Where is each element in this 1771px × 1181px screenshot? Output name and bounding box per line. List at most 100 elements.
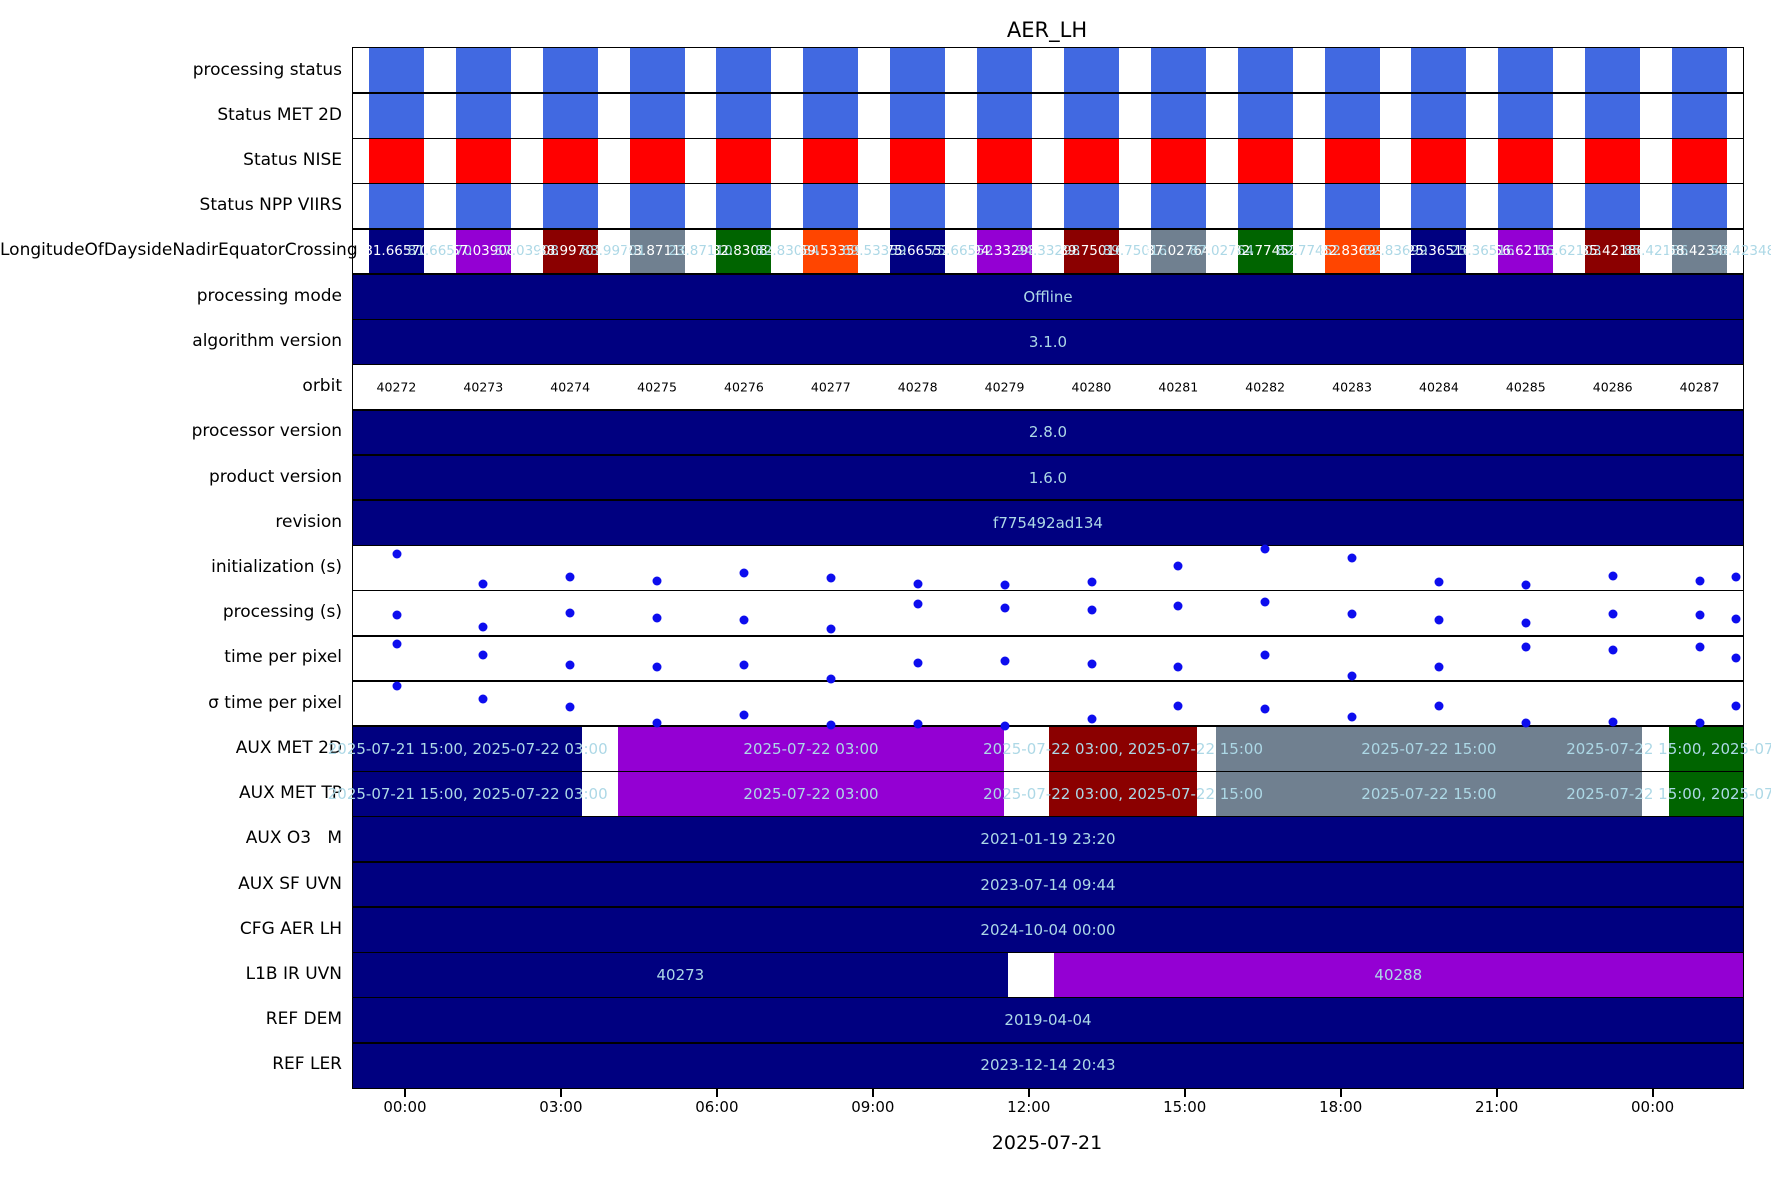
full-bar (353, 409, 1743, 455)
scatter-dot (913, 658, 923, 668)
chart-row (353, 183, 1743, 229)
scatter-dot (913, 579, 923, 589)
x-tick-label: 12:00 (1007, 1098, 1051, 1116)
scatter-dot (1260, 544, 1270, 554)
longitude-value: 88.99701 (537, 243, 603, 260)
scatter-dot (1695, 610, 1705, 620)
scatter-dot (565, 572, 575, 582)
chart-row (353, 48, 1743, 94)
scatter-dot (1087, 714, 1096, 724)
x-tick-label: 15:00 (1163, 1098, 1207, 1116)
bar-segment (618, 726, 1004, 772)
status-block (542, 183, 598, 229)
scatter-dot (739, 710, 749, 720)
segment-label: 40288 (1374, 965, 1423, 984)
scatter-dot (826, 674, 836, 684)
longitude-value: 82.83084 (711, 243, 777, 260)
status-block (1237, 93, 1293, 139)
bar-segment (1216, 726, 1642, 772)
scatter-dot (1000, 656, 1010, 666)
chart-row: 1.6.0 (353, 454, 1743, 501)
x-tick-label: 06:00 (695, 1098, 739, 1116)
scatter-dot (1434, 577, 1444, 587)
chart-row: Offline (353, 274, 1743, 320)
chart-row: 3.1.0 (353, 319, 1743, 365)
status-block (1672, 48, 1727, 94)
row-separator (353, 589, 1743, 592)
status-block (977, 138, 1032, 184)
longitude-block (890, 228, 946, 275)
orbit-number: 40279 (984, 379, 1025, 395)
chart-row: 40272 40273 40274 40275 40276 40277 40278 40279… (353, 365, 1743, 410)
chart-row (353, 544, 1743, 590)
longitude-value: 81.66570 (364, 243, 429, 260)
longitude-value: 82.83699 (1319, 243, 1385, 260)
scatter-dot (1521, 618, 1531, 628)
scatter-dot (826, 573, 836, 583)
scatter-dot (1434, 701, 1444, 711)
longitude-value-overlap: 25.36516 (1450, 243, 1515, 260)
row-separator (353, 454, 1743, 456)
bar-segment (1669, 726, 1743, 772)
scatter-dot (565, 608, 575, 618)
chart-row (353, 591, 1743, 636)
scatter-dot (1173, 561, 1183, 571)
row-separator (353, 635, 1743, 637)
status-block (1063, 138, 1119, 184)
status-block (1063, 93, 1119, 139)
status-block (1498, 48, 1554, 94)
status-block (803, 48, 859, 94)
scatter-dot (1173, 701, 1183, 711)
status-block (977, 93, 1032, 139)
x-tick-mark (560, 1089, 562, 1097)
longitude-value-overlap: 23.87110 (668, 243, 733, 260)
longitude-value-overlap: 94.33298 (1015, 243, 1081, 260)
segment-label: 2025-07-22 15:00 (1361, 739, 1497, 758)
row-label: LongitudeOfDaysideNadirEquatorCrossing (0, 240, 358, 261)
chart-row: 40273 40288 (353, 952, 1743, 998)
scatter-dot (1731, 614, 1741, 624)
bar-label: 2023-07-14 09:44 (980, 875, 1116, 894)
scatter-dot (913, 719, 923, 729)
longitude-value: 69.53359 (798, 243, 864, 260)
orbit-number: 40276 (724, 379, 764, 395)
row-label: orbit (302, 376, 342, 397)
scatter-dot (739, 615, 749, 625)
status-block (1498, 183, 1554, 229)
segment-label: 2025-07-22 03:00, 2025-07-22 15:00 (983, 785, 1263, 804)
row-label: AUX MET 2D (235, 737, 342, 758)
bar-label: Offline (1023, 287, 1073, 306)
row-separator (353, 318, 1743, 321)
status-block (716, 48, 772, 94)
chart-row: f775492ad134 (353, 500, 1743, 546)
scatter-dot (652, 613, 662, 623)
status-block (629, 48, 685, 94)
status-block (1585, 48, 1641, 94)
row-separator (353, 770, 1743, 773)
longitude-block (1150, 228, 1206, 275)
row-label: processing (s) (222, 602, 342, 623)
scatter-dot (1173, 601, 1183, 611)
longitude-block (1324, 228, 1380, 275)
scatter-dot (1260, 597, 1270, 607)
chart-row: 2024-10-04 00:00 (353, 907, 1743, 953)
row-label: Status NPP VIIRS (199, 195, 342, 216)
scatter-dot (1608, 571, 1618, 581)
segment-label: 2025-07-21 15:00, 2025-07-22 03:00 (327, 739, 608, 758)
status-block (368, 48, 424, 94)
longitude-value: 75.66552 (885, 243, 950, 260)
row-separator (353, 1041, 1743, 1044)
status-block (1411, 48, 1467, 94)
scatter-dot (1087, 605, 1096, 615)
scatter-dot (565, 660, 575, 670)
bar-label: 2.8.0 (1028, 423, 1068, 442)
row-separator (353, 137, 1743, 140)
orbit-number: 40280 (1071, 379, 1112, 395)
chart-row: 2023-07-14 09:44 (353, 861, 1743, 908)
scatter-dot (1087, 577, 1096, 587)
scatter-dot (1347, 609, 1357, 619)
chart-row (353, 636, 1743, 684)
scatter-dot (1608, 609, 1618, 619)
longitude-value-overlap: 88.99701 (581, 243, 646, 260)
